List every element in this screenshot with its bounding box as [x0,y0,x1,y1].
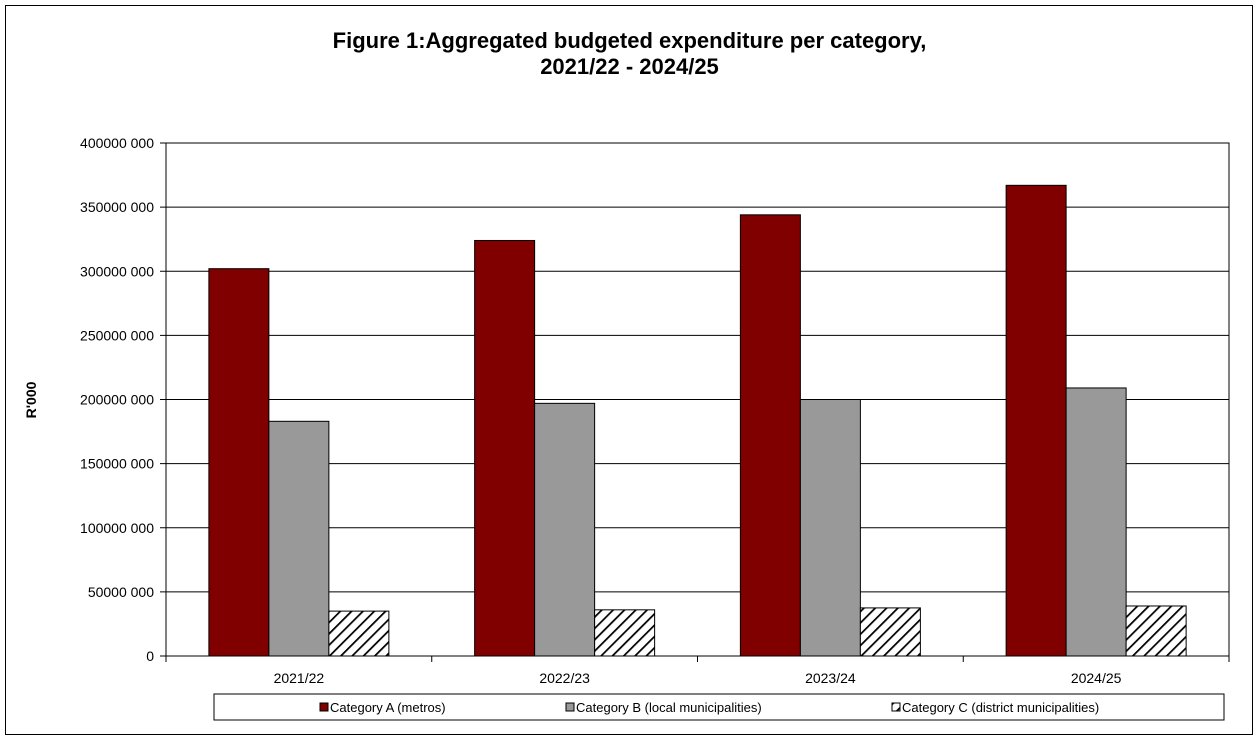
y-tick-label: 250000 000 [80,327,154,343]
bar-series-2-2022-23 [594,609,656,657]
legend [213,693,1225,721]
bar-series-1-2022-23 [534,402,596,657]
bar-series-2-2023-24 [859,607,921,657]
bar-series-0-2021-22 [208,268,270,657]
y-tick-label: 100000 000 [80,520,154,536]
legend-swatch-2 [891,702,901,712]
x-axis-ticks: 2021/22 2022/23 2023/24 2024/25 [165,656,1230,686]
bar-series-1-2023-24 [799,399,861,657]
legend-label-2: Category C (district municipalities) [902,700,1099,715]
bar-series-1-2024-25 [1065,387,1127,657]
x-tick-label: 2022/23 [539,670,590,686]
y-tick-label: 50000 000 [88,584,154,600]
chart-title-line-1: Figure 1:Aggregated budgeted expenditure… [332,28,927,53]
legend-label-0: Category A (metros) [330,700,446,715]
legend-items: Category A (metros) Category B (local mun… [319,700,1099,715]
y-tick-label: 400000 000 [80,135,154,151]
y-axis-label: R'000 [23,381,39,418]
bar-series-2-2024-25 [1125,605,1187,657]
x-tick-label: 2021/22 [274,670,325,686]
legend-label-1: Category B (local municipalities) [576,700,762,715]
y-axis-ticks: 0 50000 000 100000 000 150000 000 200000 000… [80,135,166,664]
y-tick-label: 350000 000 [80,199,154,215]
y-tick-label: 300000 000 [80,263,154,279]
y-tick-label: 150000 000 [80,456,154,472]
x-tick-label: 2023/24 [805,670,856,686]
bar-series-0-2023-24 [739,214,801,657]
y-tick-label: 200000 000 [80,392,154,408]
bar-series-1-2021-22 [268,420,330,657]
legend-swatch-0 [319,702,329,712]
bar-series-2-2021-22 [328,610,390,657]
bars [208,184,1187,657]
legend-swatch-1 [565,702,575,712]
chart-title-line-2: 2021/22 - 2024/25 [540,54,719,79]
y-tick-label: 0 [146,648,154,664]
bar-series-0-2022-23 [474,239,536,657]
x-tick-label: 2024/25 [1071,670,1122,686]
bar-series-0-2024-25 [1005,184,1067,657]
